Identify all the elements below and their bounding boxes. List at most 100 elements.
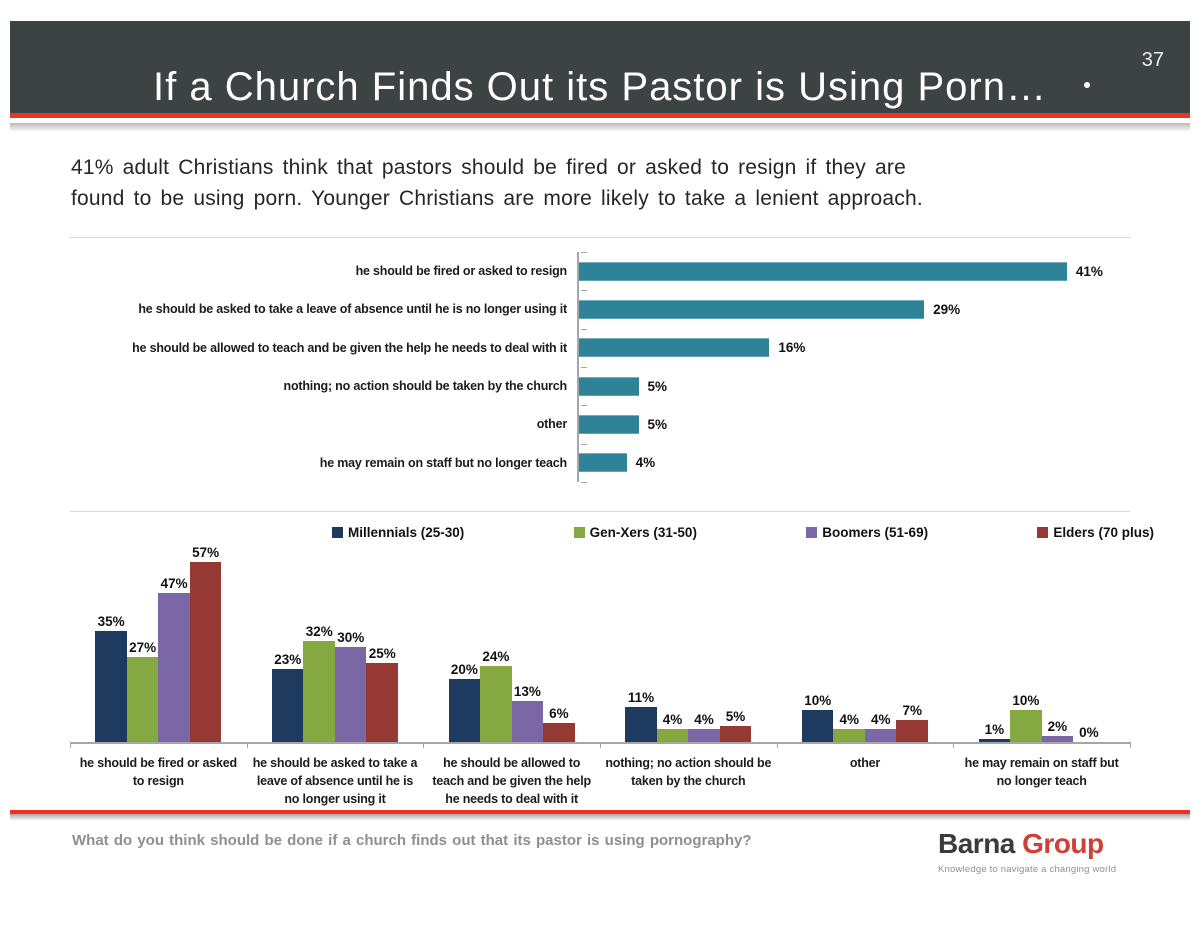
bar-wrapper: 35% bbox=[95, 539, 127, 742]
bar-value-label: 0% bbox=[1079, 725, 1099, 740]
bar-wrapper: 2% bbox=[1041, 539, 1074, 742]
bar-wrapper: 4% bbox=[864, 539, 897, 742]
hbar-value-label: 5% bbox=[647, 378, 668, 394]
x-axis-category-label: he should be asked to take a leave of ab… bbox=[252, 756, 418, 806]
legend-label: Millennials (25-30) bbox=[348, 525, 465, 540]
axis-tick bbox=[581, 252, 587, 253]
hbar-row: nothing; no action should be taken by th… bbox=[70, 366, 1130, 406]
axis-tick bbox=[599, 742, 601, 748]
bar bbox=[656, 729, 689, 742]
bar bbox=[1010, 710, 1042, 742]
legend-swatch bbox=[573, 527, 585, 538]
hbar-value-label: 5% bbox=[647, 416, 668, 432]
grouped-bar-plot-area: 35% 27% 47% 57% 23% 32% 30% 25% 20% 24% 13% 6% 11% 4%… bbox=[70, 539, 1131, 748]
bar-value-label: 5% bbox=[725, 709, 746, 725]
bar bbox=[126, 656, 159, 742]
legend-label: Elders (70 plus) bbox=[1053, 525, 1154, 540]
axis-tick bbox=[581, 481, 587, 483]
bar-wrapper: 27% bbox=[126, 539, 159, 742]
logo-tagline: Knowledge to navigate a changing world bbox=[938, 864, 1117, 875]
logo-wordmark: Barna Group bbox=[938, 828, 1138, 860]
bar-wrapper: 11% bbox=[625, 539, 657, 742]
hbar-track: 5% bbox=[577, 405, 1130, 444]
bar-value-label: 4% bbox=[870, 712, 891, 728]
hbar-row: he may remain on staff but no longer tea… bbox=[70, 443, 1130, 482]
bar-wrapper: 7% bbox=[896, 539, 928, 742]
bar-value-label: 47% bbox=[160, 576, 188, 592]
legend-swatch bbox=[806, 527, 818, 538]
x-axis-category-label: nothing; no action should be taken by th… bbox=[605, 756, 772, 788]
bar-wrapper: 4% bbox=[688, 539, 720, 742]
axis-tick bbox=[581, 366, 587, 368]
survey-question-text: What do you think should be done if a ch… bbox=[72, 832, 752, 849]
bar-wrapper: 10% bbox=[1010, 539, 1042, 742]
bar-wrapper: 30% bbox=[334, 539, 367, 742]
bar bbox=[801, 710, 834, 742]
hbar-track: 41% bbox=[577, 252, 1130, 291]
axis-tick bbox=[246, 742, 248, 748]
chart-legend: Millennials (25-30) Gen-Xers (31-50) Boome… bbox=[332, 525, 1154, 540]
bar bbox=[543, 723, 575, 742]
bar bbox=[719, 726, 752, 742]
bar-value-label: 24% bbox=[482, 649, 510, 665]
hbar-category-label: he may remain on staff but no longer tea… bbox=[319, 455, 567, 470]
hbar-bar bbox=[579, 453, 627, 473]
bar bbox=[1041, 735, 1074, 742]
decorative-dot bbox=[1084, 82, 1090, 88]
bar-value-label: 7% bbox=[902, 702, 922, 718]
bar-wrapper: 32% bbox=[303, 539, 335, 742]
x-axis-category-label: he may remain on staff but no longer tea… bbox=[964, 756, 1119, 788]
bar bbox=[625, 707, 657, 742]
bar-value-label: 32% bbox=[305, 623, 333, 639]
bar bbox=[158, 593, 190, 742]
horizontal-bar-chart: he should be fired or asked to resign 41%… bbox=[70, 252, 1130, 484]
subtitle-line-1: 41% adult Christians think that pastors … bbox=[71, 156, 906, 179]
bar-value-label: 57% bbox=[192, 544, 220, 560]
hbar-value-label: 16% bbox=[778, 340, 806, 356]
subtitle-text: 41% adult Christians think that pastors … bbox=[71, 152, 1131, 214]
bar bbox=[978, 738, 1011, 742]
divider-line-middle bbox=[70, 511, 1130, 512]
bar-value-label: 10% bbox=[804, 693, 832, 709]
bar-group: 10% 4% 4% 7% bbox=[777, 539, 954, 742]
x-axis-category-label: he should be allowed to teach and be giv… bbox=[432, 756, 591, 806]
bar bbox=[334, 647, 367, 742]
hbar-category-label: nothing; no action should be taken by th… bbox=[283, 379, 568, 394]
hbar-bar bbox=[579, 338, 770, 358]
axis-tick bbox=[581, 290, 587, 292]
bar-wrapper: 10% bbox=[801, 539, 834, 742]
hbar-value-label: 41% bbox=[1075, 263, 1103, 279]
bar-group: 35% 27% 47% 57% bbox=[70, 539, 247, 742]
hbar-track: 29% bbox=[577, 290, 1130, 329]
bar-value-label: 4% bbox=[662, 712, 683, 728]
x-axis-category-label: he should be fired or asked to resign bbox=[79, 756, 237, 788]
hbar-track: 4% bbox=[577, 443, 1130, 482]
logo-word-barna: Barna bbox=[938, 828, 1015, 859]
legend-swatch bbox=[332, 527, 343, 538]
bar bbox=[833, 729, 865, 742]
footer-accent-line bbox=[10, 810, 1190, 814]
axis-tick bbox=[581, 405, 587, 407]
bar-value-label: 10% bbox=[1012, 693, 1040, 709]
bar bbox=[688, 729, 720, 742]
bar bbox=[480, 666, 512, 742]
bar-wrapper: 5% bbox=[719, 539, 752, 742]
bar-value-label: 4% bbox=[839, 712, 859, 728]
bar bbox=[189, 561, 222, 742]
bar-value-label: 1% bbox=[984, 721, 1005, 737]
hbar-value-label: 4% bbox=[635, 455, 656, 471]
hbar-category-label: other bbox=[536, 417, 567, 432]
hbar-track: 16% bbox=[577, 328, 1130, 367]
axis-tick bbox=[953, 742, 955, 748]
axis-tick bbox=[581, 443, 587, 445]
hbar-category-label: he should be fired or asked to resign bbox=[355, 264, 568, 279]
legend-item: Millennials (25-30) bbox=[332, 525, 464, 540]
x-axis-category-labels: he should be fired or asked to resign he … bbox=[70, 754, 1130, 808]
bar-value-label: 6% bbox=[549, 706, 569, 722]
bar-group: 23% 32% 30% 25% bbox=[247, 539, 424, 742]
hbar-bar bbox=[579, 261, 1067, 281]
bar-value-label: 11% bbox=[627, 690, 655, 706]
bar-value-label: 2% bbox=[1047, 718, 1068, 734]
bar bbox=[95, 631, 127, 742]
